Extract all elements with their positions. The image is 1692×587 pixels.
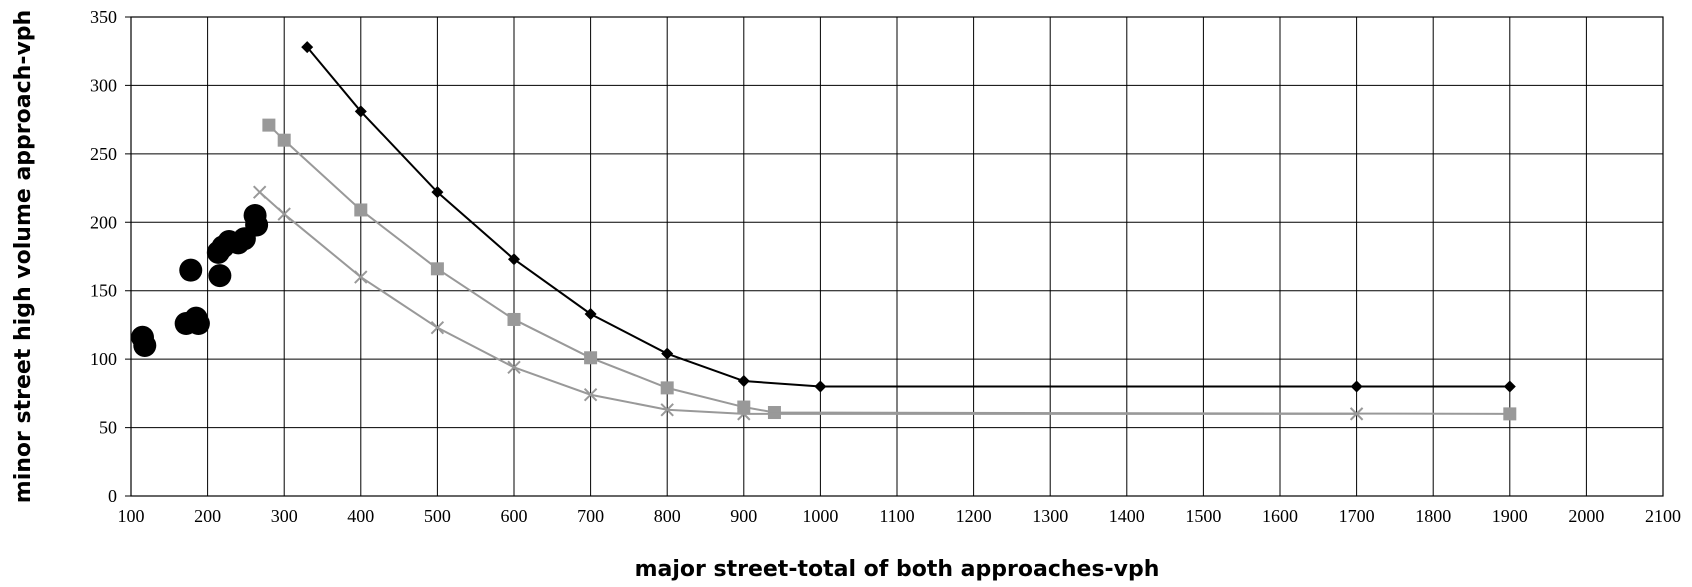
diamond-marker	[814, 380, 827, 393]
x-tick-label: 1900	[1492, 506, 1528, 526]
square-marker	[507, 312, 521, 326]
y-tick-label: 200	[90, 212, 117, 232]
y-tick-label: 350	[90, 7, 117, 27]
square-marker	[1503, 407, 1517, 421]
x-tick-label: 500	[424, 506, 451, 526]
x-marker	[430, 320, 445, 335]
x-tick-label: 400	[347, 506, 374, 526]
diamond-marker	[1503, 380, 1516, 393]
square-marker	[430, 262, 444, 276]
y-tick-label: 150	[90, 281, 117, 301]
y-tick-label: 0	[108, 486, 117, 506]
x-tick-label: 700	[577, 506, 604, 526]
y-tick-label: 300	[90, 75, 117, 95]
x-tick-label: 1400	[1109, 506, 1145, 526]
x-tick-label: 1600	[1262, 506, 1298, 526]
x-marker	[583, 388, 598, 402]
x-tick-label: 1800	[1415, 506, 1451, 526]
x-tick-label: 1200	[956, 506, 992, 526]
diamond-marker	[1350, 380, 1363, 393]
x-tick-label: 800	[654, 506, 681, 526]
x-marker	[737, 407, 751, 421]
series-line	[268, 124, 1510, 415]
tick-labels: 100 200 300 400 500 600 700 800 900 1000 1100 1200 1…	[90, 7, 1681, 526]
square-marker	[277, 133, 291, 147]
diamond-marker	[354, 105, 367, 118]
diamond-marker	[661, 347, 674, 360]
x-tick-label: 1000	[802, 506, 838, 526]
x-marker	[660, 403, 674, 417]
diamond-marker	[737, 375, 750, 388]
x-tick-label: 1300	[1032, 506, 1068, 526]
x-tick-label: 1500	[1185, 506, 1221, 526]
diamond-marker	[584, 307, 597, 320]
diamond-marker	[431, 186, 444, 199]
series-2	[262, 118, 1517, 421]
x-tick-label: 1100	[879, 506, 914, 526]
x-tick-label: 900	[730, 506, 757, 526]
y-axis-title: minor street high volume approach-vph	[11, 10, 36, 503]
square-marker	[767, 406, 781, 420]
circle-marker	[208, 264, 232, 288]
square-marker	[660, 381, 674, 395]
diamond-marker	[301, 41, 314, 54]
x-tick-label: 600	[501, 506, 528, 526]
y-tick-label: 250	[90, 144, 117, 164]
plot-frame	[130, 16, 1664, 497]
series-line	[259, 191, 1357, 415]
x-tick-label: 2000	[1568, 506, 1604, 526]
x-tick-label: 100	[118, 506, 145, 526]
x-tick-label: 1700	[1339, 506, 1375, 526]
circle-marker	[133, 333, 157, 357]
square-marker	[584, 351, 598, 365]
circle-marker	[186, 312, 210, 336]
series-line	[306, 46, 1510, 388]
diamond-marker	[508, 253, 520, 266]
x-tick-label: 300	[271, 506, 298, 526]
x-marker	[252, 185, 267, 199]
x-tick-label: 2100	[1645, 506, 1681, 526]
x-marker	[507, 360, 521, 375]
square-marker	[354, 203, 368, 217]
x-marker	[277, 207, 291, 221]
grid-lines	[125, 16, 1664, 497]
x-marker	[1349, 407, 1364, 421]
y-tick-label: 100	[90, 349, 117, 369]
square-marker	[262, 118, 276, 132]
x-axis-title: major street-total of both approaches-vp…	[635, 557, 1160, 582]
circle-marker	[179, 258, 203, 282]
circle-marker	[245, 213, 269, 237]
data-series	[130, 41, 1517, 421]
series-1	[301, 41, 1516, 393]
x-marker	[354, 270, 368, 284]
square-marker	[737, 400, 751, 414]
x-tick-label: 200	[194, 506, 221, 526]
series-3	[252, 185, 1364, 421]
series-4	[130, 203, 269, 357]
y-tick-label: 50	[99, 418, 117, 438]
